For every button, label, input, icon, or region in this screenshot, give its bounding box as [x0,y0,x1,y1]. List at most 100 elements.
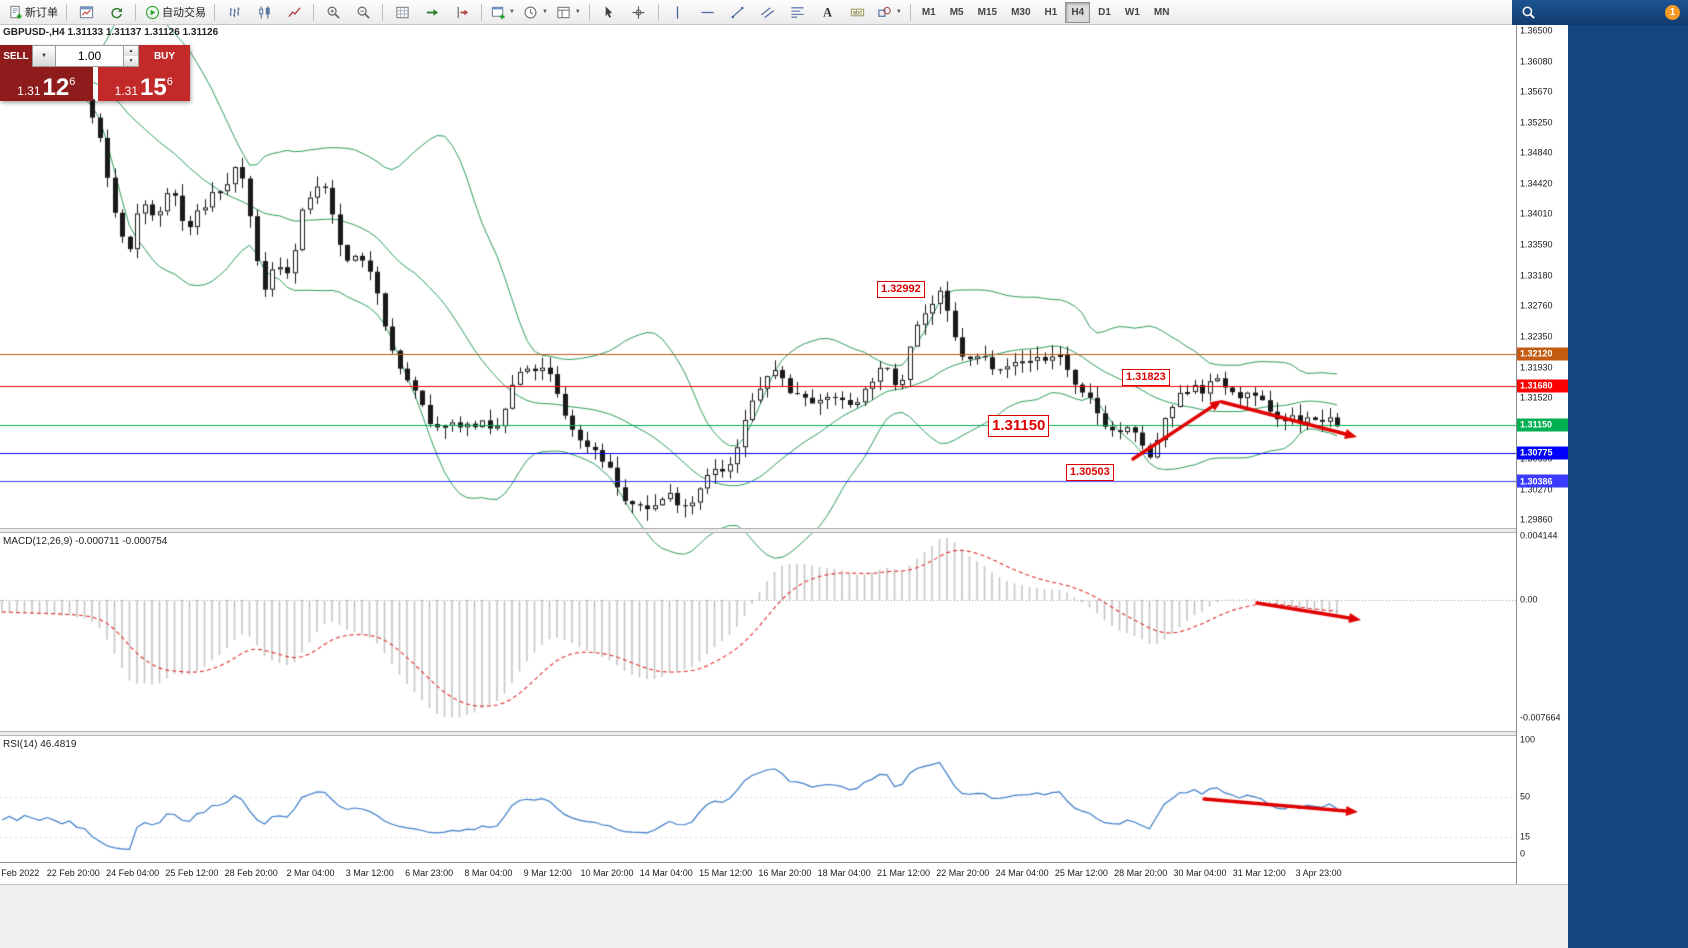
trendline-icon [730,4,746,20]
timeframe-h1-button[interactable]: H1 [1044,6,1058,18]
timeframe-mn-button[interactable]: MN [1153,6,1170,18]
dropdown-caret-icon: ▼ [574,9,581,15]
new-chart-button[interactable]: ▼ [487,1,518,24]
date-label: 22 Feb 20:00 [46,868,100,878]
volume-up-button[interactable]: ▲ [124,46,138,56]
rsi-indicator-label: RSI(14) 46.4819 [3,739,77,750]
price-callout[interactable]: 1.31150 [988,415,1050,437]
label-button[interactable]: abc [844,1,872,24]
sell-price-pips: 12 [42,73,70,101]
new-order-button-label: 新订单 [25,7,58,19]
price-tick: 1.31520 [1520,392,1553,403]
date-label: 15 Mar 12:00 [699,868,753,878]
auto-scroll-icon [424,4,440,20]
text-button[interactable]: A [814,1,842,24]
timeframe-h4-button[interactable]: H4 [1065,1,1091,23]
volume-down-button[interactable]: ▼ [124,56,138,66]
timeframe-w1-button[interactable]: W1 [1124,6,1140,18]
volume-stepper: ▲ ▼ [124,45,139,67]
date-label: 10 Mar 20:00 [580,868,634,878]
timeframe-m1-button[interactable]: M1 [921,6,936,18]
chart-shift-button[interactable] [448,1,476,24]
price-level-tag: 1.30775 [1517,446,1568,460]
price-tick: 1.32760 [1520,300,1553,311]
trendline-button[interactable] [724,1,752,24]
line-chart-button[interactable] [280,1,308,24]
svg-text:abc: abc [853,9,863,16]
date-label: 22 Feb 2022 [0,868,40,878]
timeframe-m15-button[interactable]: M15 [977,6,998,18]
price-tick: 1.34420 [1520,178,1553,189]
toolbar-separator [588,3,590,21]
panel-resize-separator[interactable] [0,731,1568,736]
auto-scroll-button[interactable] [418,1,446,24]
timeframe-d1-button[interactable]: D1 [1098,6,1111,18]
trade-dropdown-button[interactable]: ▼ [32,45,56,67]
zoom-out-button[interactable] [349,1,377,24]
auto-trading-button[interactable]: 自动交易 [141,1,209,24]
toolbar-separator [66,3,67,21]
date-label: 28 Mar 20:00 [1114,868,1168,878]
price-callout[interactable]: 1.31823 [1122,369,1170,386]
price-level-tag: 1.32120 [1517,347,1568,361]
price-tick: 1.36500 [1520,25,1553,36]
vertical-line-button[interactable] [664,1,692,24]
candle-chart-button[interactable] [250,1,278,24]
date-label: 22 Mar 20:00 [936,868,990,878]
templates-button[interactable]: ▼ [553,1,584,24]
fibonacci-button[interactable] [784,1,812,24]
shapes-button[interactable]: ▼ [874,1,905,24]
volume-input[interactable] [56,45,124,67]
zoom-in-icon [325,4,341,20]
tile-windows-button[interactable] [388,1,416,24]
periods-button[interactable]: ▼ [520,1,551,24]
text-icon: A [820,4,836,20]
grid-icon [394,4,410,20]
price-tick: 1.33590 [1520,239,1553,250]
toolbar-search-area: 1 [1512,0,1688,25]
new-order-icon [7,4,23,20]
macd-tick: -0.007664 [1520,712,1561,723]
dropdown-caret-icon: ▼ [895,9,902,15]
price-scale[interactable]: 1.36500 1.36080 1.35670 1.35250 1.34840 1.344… [1516,25,1568,884]
zoom-out-icon [355,4,371,20]
candle-chart-icon [256,4,272,20]
notification-badge[interactable]: 1 [1665,5,1680,20]
timeframe-m5-button[interactable]: M5 [949,6,964,18]
auto-trading-button-label: 自动交易 [162,7,206,19]
sell-price[interactable]: 1.31 12 6 [0,67,93,101]
price-tick: 1.35670 [1520,86,1553,97]
date-label: 3 Apr 23:00 [1295,868,1342,878]
charts-button[interactable] [72,1,100,24]
panel-resize-separator[interactable] [0,528,1568,533]
bar-chart-icon [226,4,242,20]
shapes-icon [877,4,893,20]
price-callout[interactable]: 1.30503 [1066,464,1114,481]
crosshair-button[interactable] [625,1,653,24]
price-tick: 1.31930 [1520,362,1553,373]
rsi-tick: 0 [1520,848,1526,859]
price-tick: 1.34010 [1520,208,1553,219]
price-level-tag: 1.31150 [1517,418,1568,432]
buy-price[interactable]: 1.31 15 6 [97,67,190,101]
horizontal-line-button[interactable] [694,1,722,24]
buy-price-point: 6 [166,76,173,88]
hline-icon [700,4,716,20]
sell-button[interactable]: SELL [0,45,32,67]
price-level-tag: 1.30386 [1517,474,1568,488]
channel-button[interactable] [754,1,782,24]
timeframe-m30-button[interactable]: M30 [1011,6,1031,18]
search-icon[interactable] [1520,5,1536,21]
cursor-icon [601,4,617,20]
buy-button[interactable]: BUY [139,45,190,67]
bar-chart-button[interactable] [220,1,248,24]
toolbar-separator [481,3,482,21]
cursor-button[interactable] [595,1,623,24]
new-order-button[interactable]: 新订单 [4,1,61,24]
zoom-in-button[interactable] [319,1,347,24]
price-callout[interactable]: 1.32992 [877,281,925,298]
refresh-button[interactable] [102,1,130,24]
date-axis[interactable]: 22 Feb 2022 22 Feb 20:00 24 Feb 04:00 25 Fe… [0,862,1516,884]
